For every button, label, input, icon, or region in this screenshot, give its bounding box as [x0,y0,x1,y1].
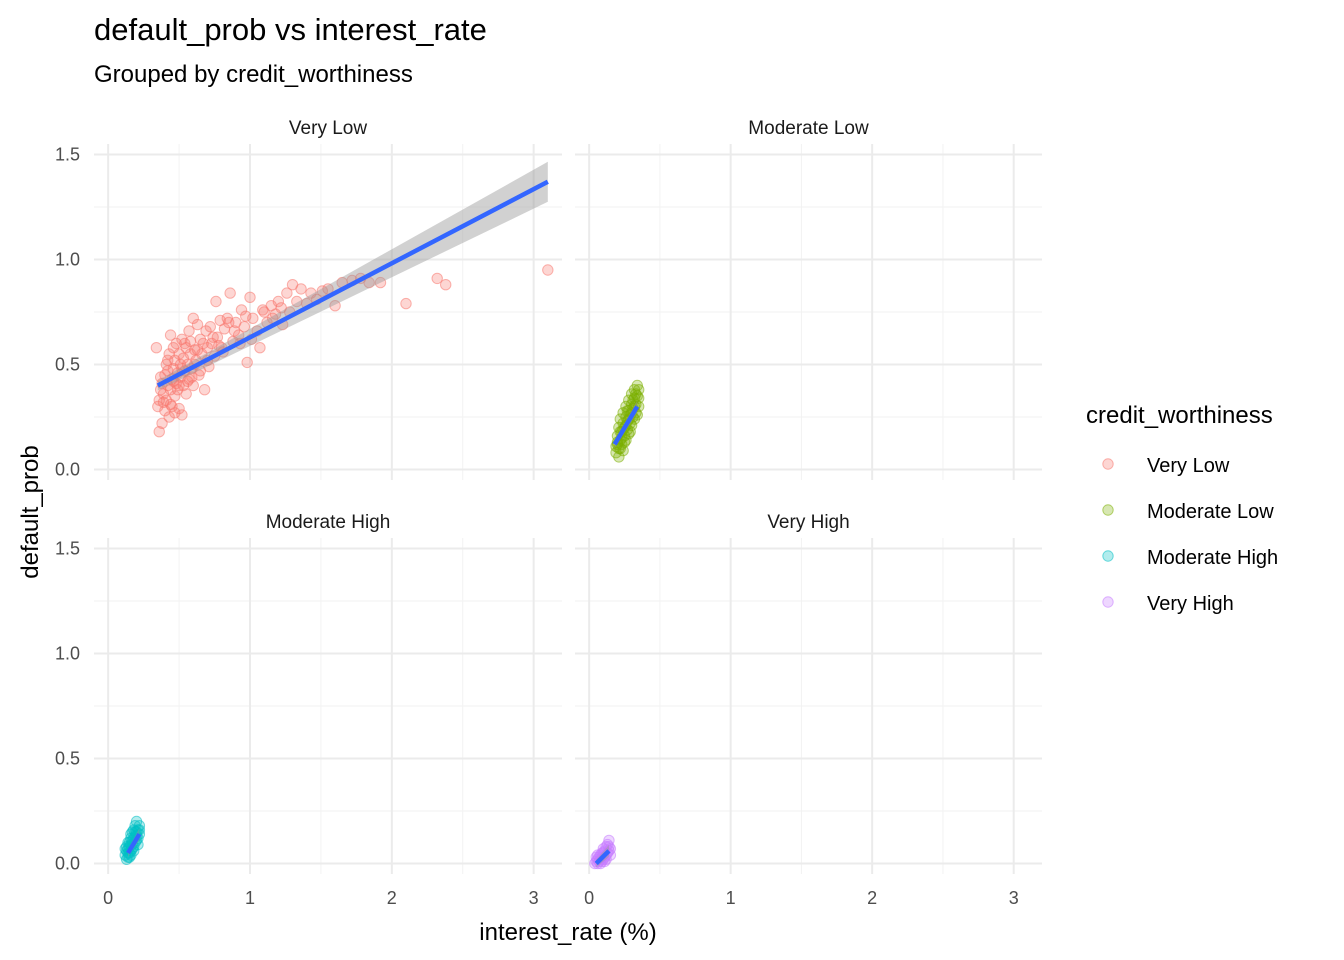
data-point [157,396,170,408]
data-point [613,451,625,463]
data-point [329,300,341,312]
x-tick-label: 3 [1009,888,1019,908]
data-point [153,426,165,438]
data-point [272,295,285,308]
data-point [207,331,219,343]
data-point [170,337,182,350]
trend-line [156,179,549,388]
data-point [162,354,174,366]
facet-strip-label: Moderate Low [748,118,869,139]
x-tick-label: 1 [245,888,255,908]
legend-entry-label: Moderate Low [1147,501,1274,523]
data-point [197,337,209,350]
x-axis-title: interest_rate (%) [479,919,656,946]
data-point [224,287,236,299]
data-point [181,375,194,387]
data-point [431,272,443,285]
data-point [232,329,245,341]
data-point [169,407,181,419]
y-tick-label: 1.0 [55,644,80,664]
data-point [176,409,188,421]
legend-entry-label: Very High [1147,593,1234,615]
data-point [240,310,252,322]
legend-entry-label: Moderate High [1147,547,1278,569]
data-point [150,342,163,354]
data-point [241,356,253,369]
data-point [213,339,225,352]
data-point [180,388,192,400]
legend-entry-label: Very Low [1147,455,1230,477]
data-point [179,337,191,350]
facet-panel: Very High [575,512,1042,874]
y-tick-label: 0.5 [55,355,80,375]
data-point [295,283,307,295]
data-point [156,417,168,429]
facet-strip-label: Very Low [289,118,367,139]
facet-strip-label: Very High [767,512,849,533]
data-point [223,316,235,329]
legend: credit_worthiness Very Low Moderate Low Mo… [1086,402,1278,615]
data-point [187,312,199,324]
data-point [542,264,554,276]
data-point [247,312,259,324]
data-point [164,329,177,341]
x-tick-label: 2 [387,888,397,908]
data-point [200,325,212,337]
data-point [187,379,199,392]
chart-title: default_prob vs interest_rate [94,12,487,47]
legend-title: credit_worthiness [1086,402,1273,429]
data-point [186,371,198,383]
x-axis-ticks: 0 1 2 3 0 1 2 3 [103,888,1019,908]
chart-subtitle: Grouped by credit_worthiness [94,61,413,88]
y-tick-label: 1.5 [55,539,80,559]
facet-panel: Moderate Low [575,118,1042,480]
data-point [400,297,412,310]
data-point [210,295,222,308]
legend-key [1102,458,1114,470]
y-tick-label: 1.0 [55,250,80,270]
data-point [275,302,287,314]
facet-panels: Very Low Moderate Low Moderate High Very Hi… [94,118,1042,874]
facet-strip-label: Moderate High [266,512,391,533]
facet-panel: Moderate High [94,512,562,874]
data-point [191,318,204,331]
x-tick-label: 0 [103,888,113,908]
data-point [183,325,195,337]
data-point [244,291,256,303]
y-tick-label: 0.0 [55,460,80,480]
legend-key [1102,504,1114,516]
y-tick-label: 0.5 [55,749,80,769]
legend-key [1102,596,1114,608]
data-point [133,820,146,832]
data-point [374,276,387,289]
x-tick-label: 0 [584,888,594,908]
trend-line [126,832,142,855]
data-point [163,411,175,423]
y-axis-title: default_prob [17,445,44,578]
trend-line [594,849,611,866]
data-point [254,342,266,354]
x-tick-label: 1 [726,888,736,908]
legend-key [1102,550,1114,562]
x-tick-label: 2 [867,888,877,908]
y-tick-label: 0.0 [55,854,80,874]
data-point [198,384,211,396]
x-tick-label: 3 [529,888,539,908]
data-point [603,834,615,847]
data-point [228,325,241,337]
facet-panel: Very Low [94,118,562,480]
data-point [624,426,636,438]
data-point [440,279,452,291]
data-point [235,304,248,316]
data-point [204,321,216,333]
data-point [281,287,293,299]
data-point [211,331,224,343]
y-tick-label: 1.5 [55,145,80,165]
trend-line [612,405,640,446]
data-point [632,384,645,396]
data-point [258,306,270,318]
y-axis-ticks: 0.0 0.5 1.0 1.5 0.0 0.5 1.0 1.5 [55,145,80,874]
